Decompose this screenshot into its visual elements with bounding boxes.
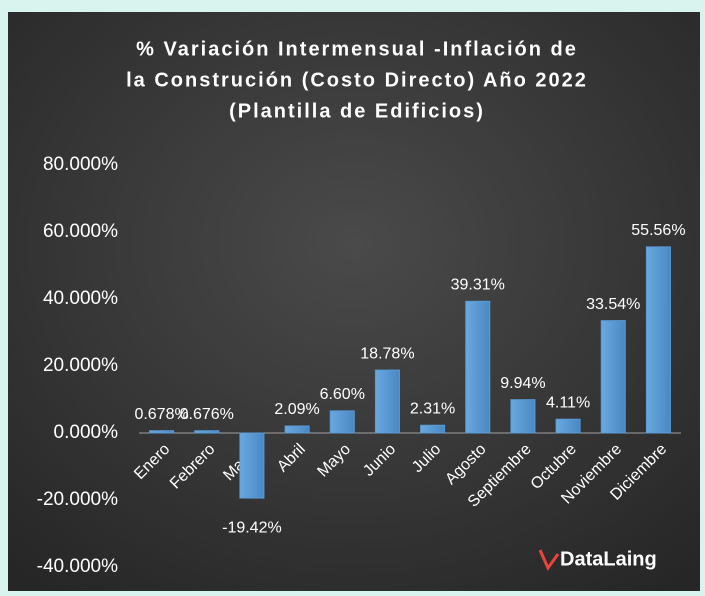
bar <box>194 430 220 434</box>
data-label: 4.11% <box>546 394 590 411</box>
bar <box>465 300 491 434</box>
data-label: 18.78% <box>360 345 414 362</box>
data-label: 33.54% <box>586 296 640 313</box>
y-tick-label: 80.000% <box>43 154 118 175</box>
bar <box>329 410 355 434</box>
data-label: 9.94% <box>500 375 545 392</box>
chart-panel <box>8 12 700 591</box>
bar <box>239 432 265 499</box>
data-label: 39.31% <box>451 277 505 294</box>
bar <box>420 424 446 434</box>
bar <box>149 430 175 434</box>
data-label: 6.60% <box>320 386 365 403</box>
data-label: 2.09% <box>274 401 319 418</box>
data-label: 0.678% <box>134 406 188 423</box>
chart-title: (Plantilla de Edificios) <box>229 100 485 122</box>
y-tick-label: 0.000% <box>54 422 119 443</box>
bar <box>510 399 536 434</box>
bar <box>600 320 626 434</box>
y-tick-label: 60.000% <box>43 221 118 242</box>
bar <box>374 369 400 434</box>
logo-text: DataLaing <box>560 548 657 570</box>
chart-title: % Variación Intermensual -Inflación de <box>136 38 578 60</box>
y-tick-label: 40.000% <box>43 288 118 309</box>
chart-title: la Construción (Costo Directo) Año 2022 <box>126 69 588 91</box>
data-label: 2.31% <box>410 400 455 417</box>
data-label: 0.676% <box>180 406 234 423</box>
y-tick-label: -40.000% <box>37 556 118 577</box>
logo: DataLaing <box>538 548 657 572</box>
data-label: 55.56% <box>631 222 685 239</box>
y-tick-label: -20.000% <box>37 489 118 510</box>
bar <box>555 418 581 434</box>
data-label: -19.42% <box>222 519 282 536</box>
bar <box>645 246 671 434</box>
bar <box>284 425 310 434</box>
y-tick-label: 20.000% <box>43 355 118 376</box>
